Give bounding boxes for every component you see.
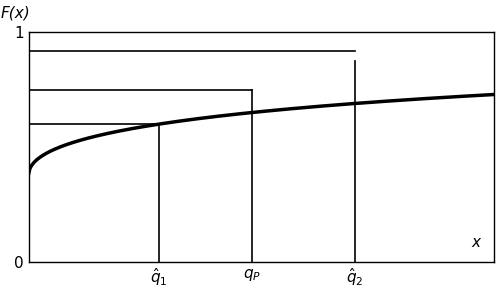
Text: x: x [472,235,480,250]
Text: F(x): F(x) [1,5,30,20]
